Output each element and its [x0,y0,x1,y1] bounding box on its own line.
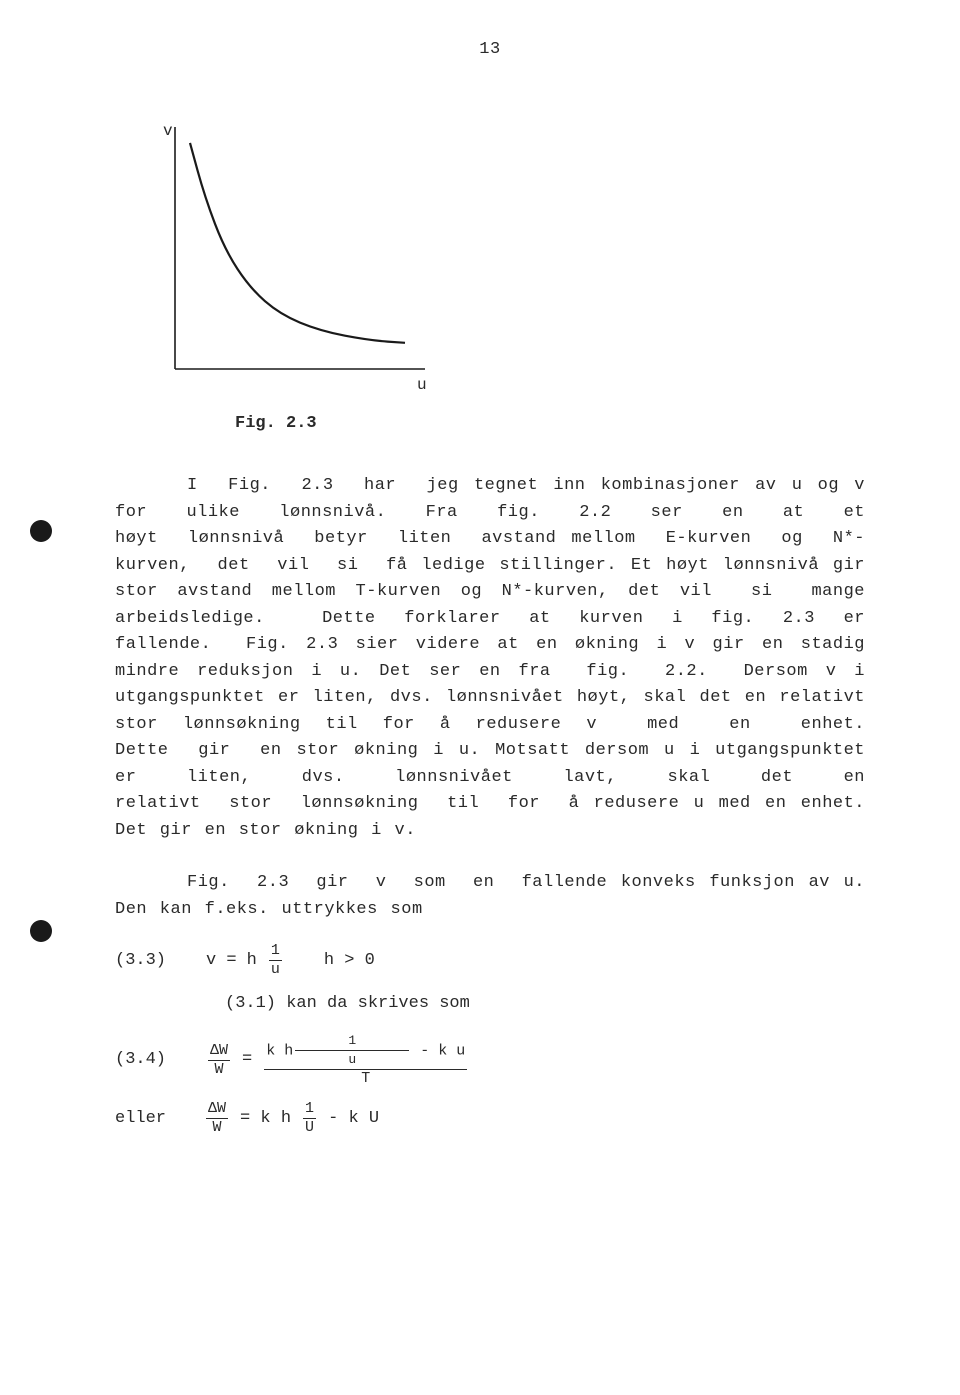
y-axis-label: v [163,122,173,140]
x-axis-label: u [417,376,427,394]
eq-condition: h > 0 [324,950,375,972]
fraction: 1 U [303,1101,316,1136]
eq-text: = k h [240,1108,291,1130]
equation-3-4: (3.4) ΔW W = k h 1 u - k u T [115,1033,865,1087]
frac-den: U [303,1119,316,1136]
frac-num: 1 [303,1101,316,1119]
frac-den: T [309,1070,423,1087]
figure-caption: Fig. 2.3 [235,414,865,433]
figure-2-3: v u [145,119,865,404]
frac-num: ΔW [208,1043,230,1061]
eq-tail: - k U [328,1108,379,1130]
paragraph-1: I Fig. 2.3 har jeg tegnet inn kombinasjo… [115,473,865,844]
bullet-dot-icon [30,520,52,542]
eller-label: eller [115,1108,166,1130]
eq-number: (3.4) [115,1049,166,1071]
equation-3-3: (3.3) v = h 1 u h > 0 [115,943,865,978]
paragraph-2-text: Fig. 2.3 gir v som en fallende konveks f… [115,873,865,919]
paragraph-2: Fig. 2.3 gir v som en fallende konveks f… [115,870,865,923]
bullet-dot-icon [30,920,52,942]
equals: = [242,1049,252,1071]
fraction-rhs: k h 1 u - k u T [264,1033,467,1087]
inner-fraction: 1 u [295,1033,409,1068]
frac-num: k h 1 u - k u [264,1033,467,1070]
frac-num: 1 [269,943,282,961]
eq-prefix: h [247,950,257,972]
curve-line [190,143,405,343]
paragraph-1-text: I Fig. 2.3 har jeg tegnet inn kombinasjo… [115,476,865,840]
eq-lhs: v = [206,950,237,972]
mid-sentence: (3.1) kan da skrives som [225,994,865,1013]
frac-den: W [211,1119,224,1136]
figure-svg: v u [145,119,445,399]
frac-den: u [269,961,282,978]
rhs-a: k h [266,1042,293,1059]
fraction-dW-W: ΔW W [206,1101,228,1136]
figure-caption-text: Fig. 2.3 [235,414,317,433]
rhs-b: - k u [411,1042,465,1059]
fraction: 1 u [269,943,282,978]
fraction-dW-W: ΔW W [208,1043,230,1078]
frac-num: ΔW [206,1101,228,1119]
page-number: 13 [115,40,865,59]
inner-den: u [295,1051,409,1068]
equation-eller: eller ΔW W = k h 1 U - k U [115,1101,865,1136]
inner-num: 1 [295,1033,409,1051]
frac-den: W [213,1061,226,1078]
eq-number: (3.3) [115,950,166,972]
